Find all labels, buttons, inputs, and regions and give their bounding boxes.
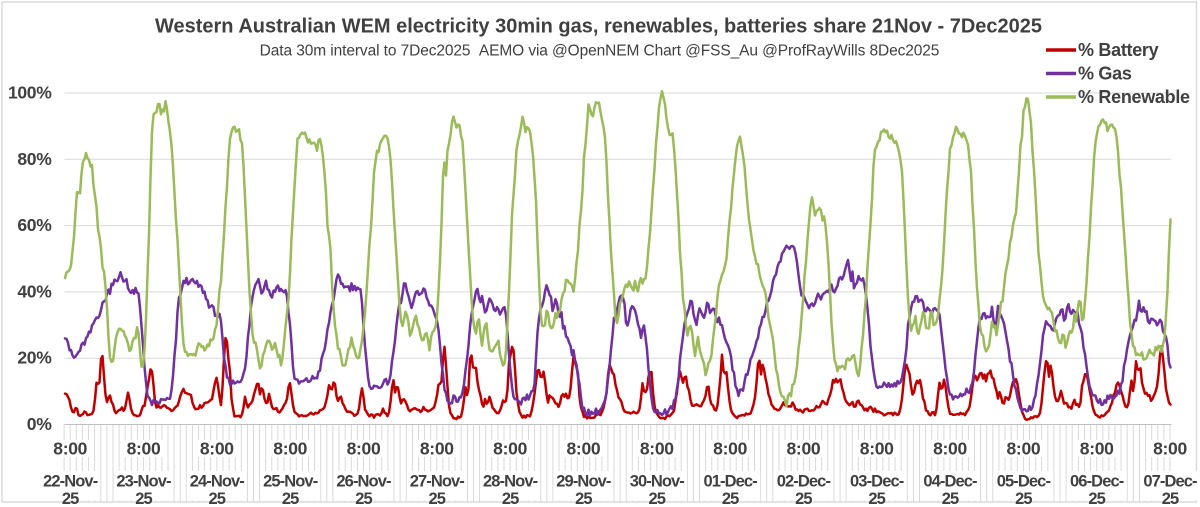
svg-text:0%: 0% [27,414,52,434]
svg-text:% Renewable: % Renewable [1078,87,1190,107]
svg-text:25: 25 [429,490,446,507]
svg-text:06-Dec-: 06-Dec- [1070,473,1124,491]
svg-text:8:00: 8:00 [713,439,747,459]
svg-text:24-Nov-: 24-Nov- [190,473,245,491]
svg-text:25: 25 [942,490,959,507]
svg-text:8:00: 8:00 [53,439,87,459]
svg-text:8:00: 8:00 [1153,439,1187,459]
svg-text:30-Nov-: 30-Nov- [630,473,685,491]
svg-text:25: 25 [868,490,885,507]
svg-text:60%: 60% [17,215,52,235]
svg-text:25: 25 [1015,490,1032,507]
svg-text:8:00: 8:00 [566,439,600,459]
svg-text:8:00: 8:00 [347,439,381,459]
svg-text:25: 25 [649,490,666,507]
svg-text:8:00: 8:00 [420,439,454,459]
svg-text:Data 30m interval to 7Dec2025: Data 30m interval to 7Dec2025 AEMO via @… [260,43,940,60]
svg-text:25: 25 [722,490,739,507]
svg-text:25: 25 [1162,490,1179,507]
svg-text:22-Nov-: 22-Nov- [43,473,98,491]
svg-text:20%: 20% [17,348,52,368]
svg-text:05-Dec-: 05-Dec- [997,473,1051,491]
svg-text:28-Nov-: 28-Nov- [483,473,538,491]
svg-text:25: 25 [135,490,152,507]
svg-text:25: 25 [282,490,299,507]
svg-text:% Battery: % Battery [1078,40,1159,60]
svg-text:27-Nov-: 27-Nov- [410,473,465,491]
svg-text:8:00: 8:00 [1006,439,1040,459]
svg-text:80%: 80% [17,149,52,169]
svg-text:26-Nov-: 26-Nov- [336,473,391,491]
svg-text:40%: 40% [17,281,52,301]
svg-text:25: 25 [62,490,79,507]
svg-text:23-Nov-: 23-Nov- [116,473,171,491]
svg-text:Western Australian WEM electri: Western Australian WEM electricity 30min… [155,16,1042,38]
svg-text:8:00: 8:00 [273,439,307,459]
svg-text:100%: 100% [8,83,52,103]
svg-text:8:00: 8:00 [127,439,161,459]
svg-text:% Gas: % Gas [1078,64,1132,84]
svg-text:03-Dec-: 03-Dec- [850,473,904,491]
svg-text:25: 25 [209,490,226,507]
svg-text:25-Nov-: 25-Nov- [263,473,318,491]
svg-text:8:00: 8:00 [1080,439,1114,459]
svg-text:29-Nov-: 29-Nov- [556,473,611,491]
svg-text:04-Dec-: 04-Dec- [923,473,977,491]
svg-text:8:00: 8:00 [786,439,820,459]
svg-text:8:00: 8:00 [200,439,234,459]
svg-text:25: 25 [795,490,812,507]
svg-text:07-Dec-: 07-Dec- [1143,473,1197,491]
svg-text:8:00: 8:00 [860,439,894,459]
svg-text:02-Dec-: 02-Dec- [777,473,831,491]
svg-text:01-Dec-: 01-Dec- [703,473,757,491]
svg-text:25: 25 [502,490,519,507]
svg-text:25: 25 [1088,490,1105,507]
svg-text:8:00: 8:00 [640,439,674,459]
svg-text:25: 25 [575,490,592,507]
svg-text:8:00: 8:00 [933,439,967,459]
svg-text:8:00: 8:00 [493,439,527,459]
svg-text:25: 25 [355,490,372,507]
